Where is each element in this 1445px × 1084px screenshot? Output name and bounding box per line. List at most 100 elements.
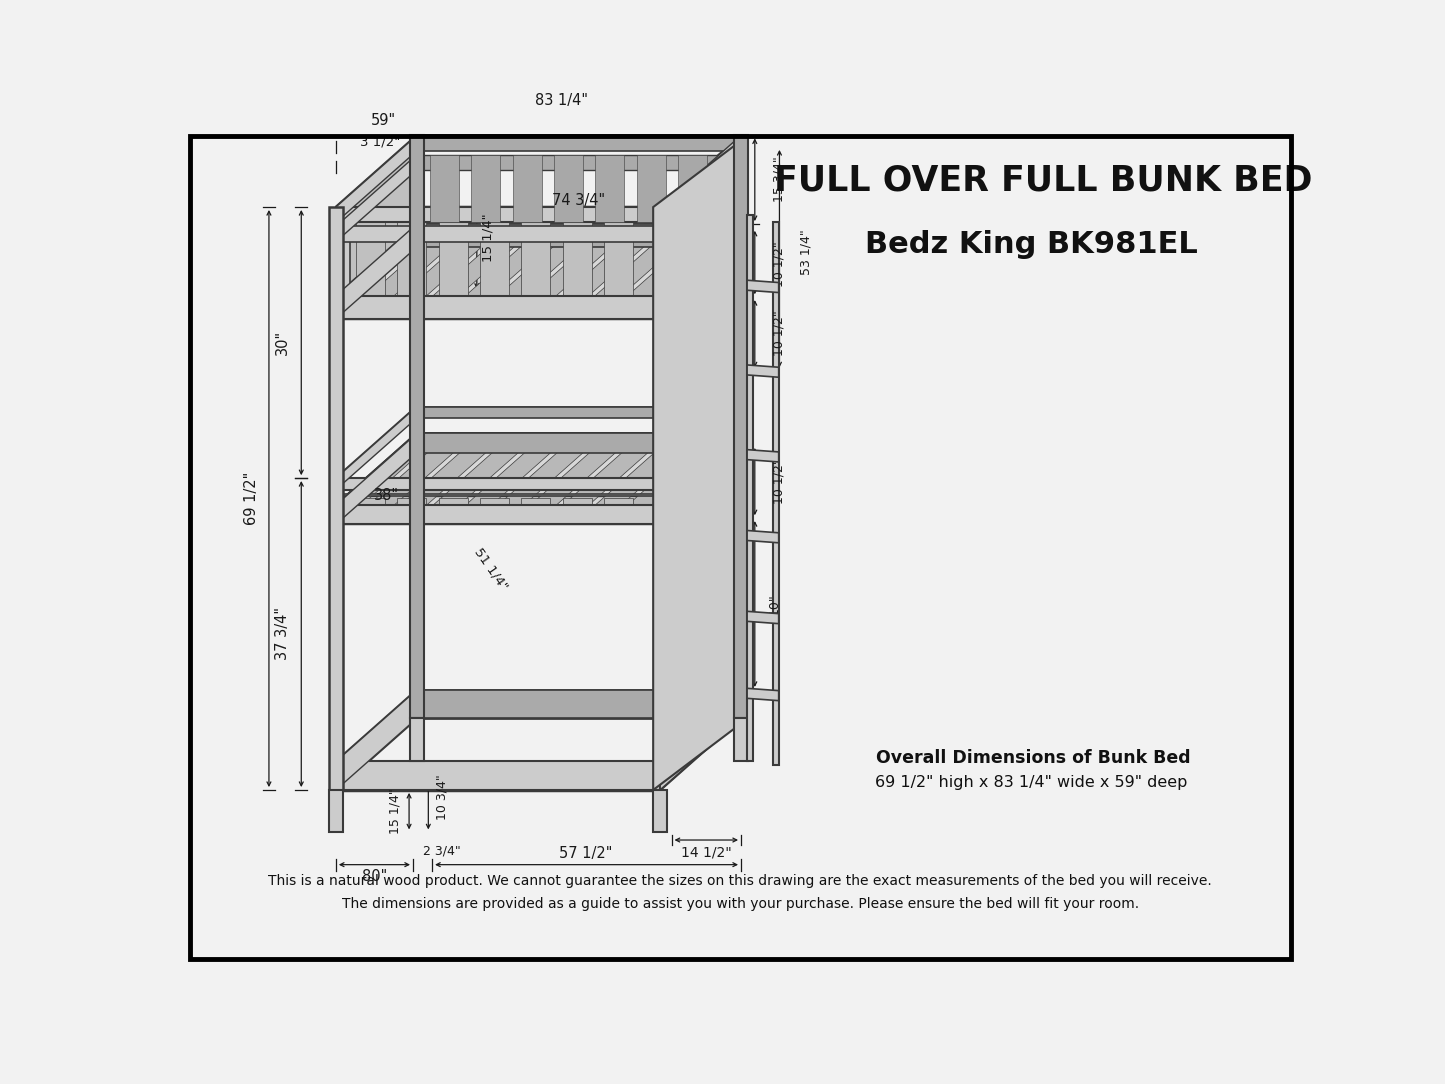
Polygon shape	[335, 689, 416, 790]
Polygon shape	[604, 215, 633, 317]
Polygon shape	[434, 434, 540, 505]
Text: 57 1/2": 57 1/2"	[559, 846, 613, 861]
Polygon shape	[431, 155, 460, 222]
Polygon shape	[660, 425, 741, 498]
Polygon shape	[734, 136, 749, 719]
Polygon shape	[400, 434, 507, 505]
Polygon shape	[416, 406, 741, 418]
Polygon shape	[627, 224, 734, 296]
Polygon shape	[530, 434, 637, 505]
Text: 10 3/4": 10 3/4"	[436, 774, 449, 820]
Polygon shape	[660, 158, 741, 243]
Polygon shape	[410, 136, 423, 719]
Polygon shape	[747, 281, 779, 293]
Text: 83 1/4": 83 1/4"	[535, 93, 588, 108]
Polygon shape	[397, 215, 426, 317]
Polygon shape	[335, 493, 660, 495]
Polygon shape	[439, 215, 468, 317]
Polygon shape	[499, 434, 605, 505]
Polygon shape	[499, 224, 605, 296]
Polygon shape	[329, 207, 342, 790]
Polygon shape	[335, 155, 416, 242]
Polygon shape	[400, 224, 507, 296]
Text: 3 1/2": 3 1/2"	[360, 136, 400, 149]
Polygon shape	[434, 224, 540, 296]
Polygon shape	[564, 434, 669, 505]
Polygon shape	[660, 136, 741, 296]
Polygon shape	[660, 175, 741, 260]
Polygon shape	[416, 136, 741, 151]
Polygon shape	[335, 136, 416, 222]
Polygon shape	[564, 499, 592, 522]
Polygon shape	[660, 209, 741, 294]
Polygon shape	[660, 378, 741, 475]
Polygon shape	[335, 495, 660, 525]
Text: 59": 59"	[371, 113, 396, 128]
Polygon shape	[604, 499, 633, 522]
Polygon shape	[564, 215, 592, 317]
Polygon shape	[335, 224, 416, 319]
Polygon shape	[734, 719, 749, 761]
Polygon shape	[465, 434, 572, 505]
Polygon shape	[660, 689, 741, 790]
Polygon shape	[595, 224, 702, 296]
Text: FULL OVER FULL BUNK BED: FULL OVER FULL BUNK BED	[773, 163, 1312, 197]
Polygon shape	[653, 136, 749, 790]
Polygon shape	[747, 611, 779, 623]
Polygon shape	[660, 250, 741, 347]
Polygon shape	[480, 499, 509, 522]
Text: 10": 10"	[767, 593, 780, 615]
Text: 10 1/2": 10 1/2"	[773, 310, 786, 357]
Text: The dimensions are provided as a guide to assist you with your purchase. Please : The dimensions are provided as a guide t…	[341, 896, 1139, 911]
Polygon shape	[368, 224, 475, 296]
Polygon shape	[397, 499, 426, 522]
Polygon shape	[335, 211, 660, 319]
Text: This is a natural wood product. We cannot guarantee the sizes on this drawing ar: This is a natural wood product. We canno…	[269, 874, 1212, 888]
Text: 74 3/4": 74 3/4"	[552, 193, 605, 208]
Polygon shape	[416, 434, 741, 453]
Text: 51 1/4": 51 1/4"	[471, 545, 510, 593]
Polygon shape	[416, 689, 741, 719]
Polygon shape	[747, 688, 779, 700]
Polygon shape	[410, 719, 423, 761]
Polygon shape	[660, 431, 741, 505]
Polygon shape	[660, 314, 741, 411]
Polygon shape	[660, 428, 741, 501]
Text: 14 1/2": 14 1/2"	[681, 846, 731, 860]
Polygon shape	[335, 227, 660, 242]
Polygon shape	[660, 192, 741, 278]
Polygon shape	[653, 790, 668, 833]
Polygon shape	[564, 224, 669, 296]
Polygon shape	[465, 224, 572, 296]
Polygon shape	[355, 499, 384, 522]
Text: 37 3/4": 37 3/4"	[276, 607, 290, 660]
Polygon shape	[637, 155, 666, 222]
Polygon shape	[747, 530, 779, 543]
Polygon shape	[416, 224, 741, 247]
Text: 69 1/2" high x 83 1/4" wide x 59" deep: 69 1/2" high x 83 1/4" wide x 59" deep	[876, 775, 1188, 790]
Polygon shape	[530, 224, 637, 296]
Polygon shape	[368, 434, 475, 505]
Text: 38": 38"	[374, 488, 399, 503]
Polygon shape	[335, 505, 660, 525]
Polygon shape	[773, 222, 779, 765]
Text: 30": 30"	[276, 330, 290, 356]
Polygon shape	[660, 346, 741, 443]
Polygon shape	[335, 478, 660, 490]
Polygon shape	[660, 453, 741, 761]
Polygon shape	[747, 450, 779, 462]
Text: 10 1/2": 10 1/2"	[773, 241, 786, 287]
Polygon shape	[335, 211, 350, 319]
Polygon shape	[595, 434, 702, 505]
Text: Bedz King BK981EL: Bedz King BK981EL	[866, 230, 1198, 259]
Text: 15 1/4": 15 1/4"	[481, 214, 494, 262]
Polygon shape	[480, 215, 509, 317]
Polygon shape	[660, 136, 741, 222]
Polygon shape	[660, 282, 741, 379]
Polygon shape	[335, 136, 416, 296]
Polygon shape	[335, 761, 660, 790]
Polygon shape	[513, 155, 542, 222]
Polygon shape	[355, 215, 384, 317]
Text: 15 1/4": 15 1/4"	[389, 788, 402, 834]
Polygon shape	[660, 224, 741, 478]
